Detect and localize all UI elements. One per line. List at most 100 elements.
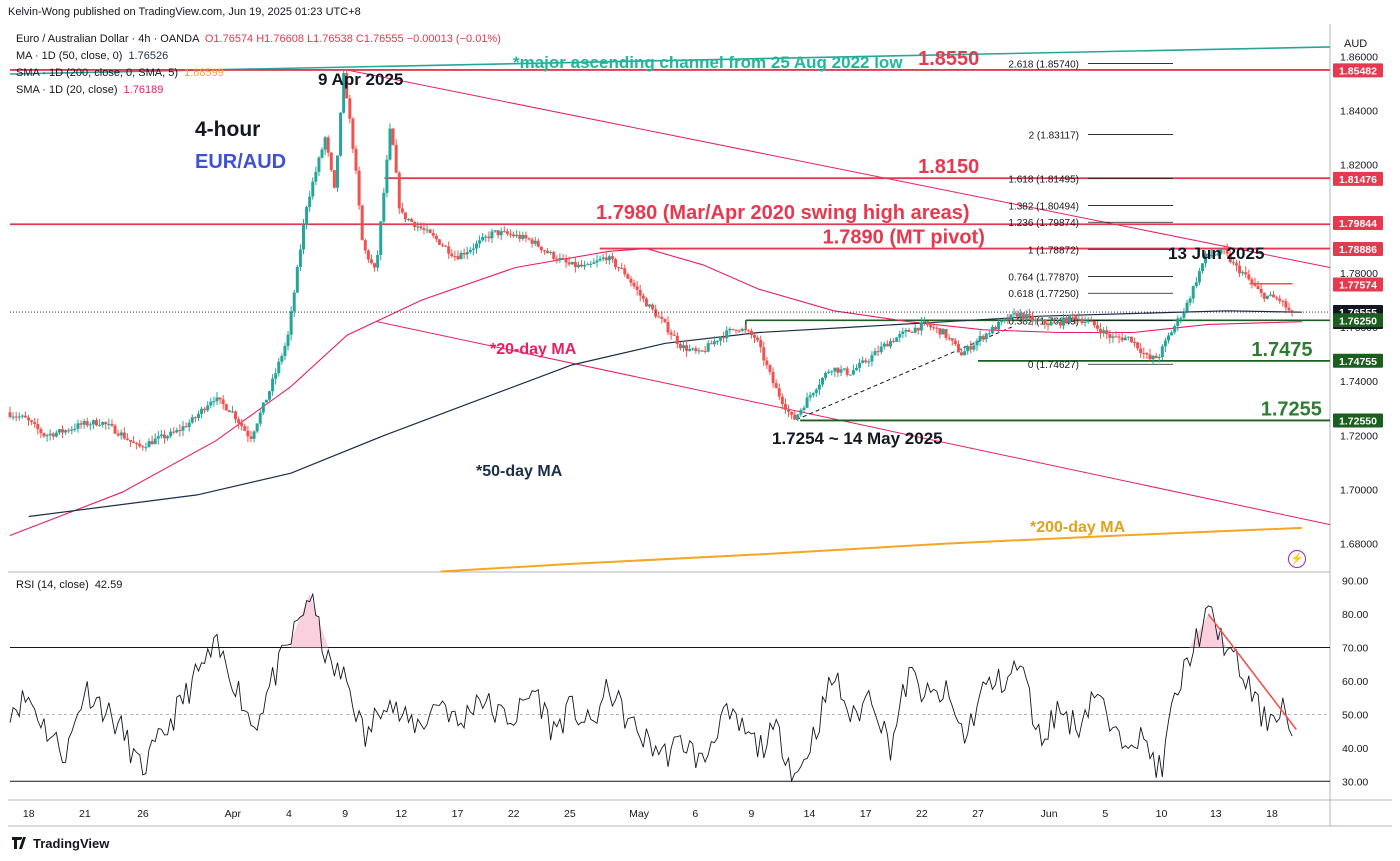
ma-line-1 [28, 310, 1302, 518]
candle-body [610, 256, 614, 260]
candle-body [722, 337, 726, 339]
legend-rsi-label: RSI (14, close) [16, 579, 89, 591]
candle-body [206, 405, 210, 411]
candle-body [82, 421, 86, 425]
candle-body [107, 423, 111, 425]
candle-body [243, 426, 247, 431]
legend-rsi[interactable]: RSI (14, close) 42.59 [16, 579, 122, 591]
candle-body [1027, 314, 1031, 316]
price-axis[interactable]: 1.680001.700001.720001.740001.760001.780… [23, 51, 1383, 820]
candle-body [283, 346, 287, 357]
publisher-line: Kelvin-Wong published on TradingView.com… [8, 6, 361, 18]
candle-body [1176, 318, 1180, 326]
candle-body [394, 144, 398, 173]
candle-body [385, 159, 389, 193]
candle-body [122, 432, 126, 439]
candle-body [138, 443, 142, 447]
candle-body [1179, 317, 1183, 319]
candle-body [623, 268, 627, 275]
candle-body [592, 262, 596, 264]
candle-body [425, 229, 429, 231]
candle-body [1148, 354, 1152, 360]
legend-symbol: Euro / Australian Dollar · 4h · OANDA O1… [16, 33, 501, 45]
candle-body [836, 367, 840, 373]
candle-body [36, 423, 40, 430]
level-label: 1.7475 [1251, 339, 1312, 361]
candle-body [1015, 313, 1019, 317]
candle-body [549, 252, 553, 254]
candle-body [907, 330, 911, 332]
rsi-y-tick-label: 30.00 [1342, 776, 1368, 788]
candle-body [1154, 355, 1158, 359]
candle-body [465, 252, 469, 255]
annotation-text: 4-hour [195, 118, 260, 141]
candle-body [882, 343, 886, 347]
candle-body [1231, 262, 1235, 264]
candle-body [317, 157, 321, 172]
candle-body [759, 340, 763, 348]
x-tick-label: 6 [692, 808, 698, 820]
candle-body [1290, 310, 1294, 312]
candle-body [453, 256, 457, 258]
fib-label: 2.618 (1.85740) [1008, 59, 1079, 70]
candle-body [725, 330, 729, 339]
candle-body [200, 408, 204, 414]
rsi-y-tick-label: 80.00 [1342, 609, 1368, 621]
legend-sma20[interactable]: SMA · 1D (20, close) 1.76189 [16, 84, 163, 96]
candle-body [672, 334, 676, 336]
candle-body [468, 249, 472, 253]
candle-body [580, 264, 584, 267]
fib-label: 1.236 (1.79874) [1008, 218, 1079, 229]
candles[interactable] [8, 68, 1331, 452]
fib-label: 0.764 (1.77870) [1008, 272, 1079, 283]
tradingview-logo[interactable]: TradingView [12, 836, 109, 851]
candle-body [258, 412, 262, 424]
x-tick-label: 4 [286, 808, 292, 820]
candle-body [1160, 346, 1164, 358]
flash-icon[interactable]: ⚡ [1288, 550, 1306, 568]
candle-body [901, 331, 905, 334]
candle-body [935, 327, 939, 329]
x-tick-label: 13 [1210, 808, 1222, 820]
candle-body [187, 422, 191, 428]
candle-body [765, 360, 769, 366]
candle-body [1197, 271, 1201, 283]
legend-ma50-value: 1.76526 [128, 50, 169, 62]
x-tick-label: Jun [1041, 808, 1058, 820]
candle-body [1142, 352, 1146, 354]
candle-body [363, 240, 367, 251]
x-tick-label: 27 [972, 808, 984, 820]
legend-sma200[interactable]: SMA · 1D (200, close, 0, SMA, 5) 1.68599 [16, 67, 224, 79]
price-tag-label: 1.77574 [1339, 279, 1377, 291]
candle-body [1259, 288, 1263, 293]
candle-body [1228, 253, 1232, 263]
tradingview-brand: TradingView [33, 836, 110, 851]
candle-body [1012, 313, 1016, 315]
candle-body [410, 219, 414, 222]
candle-body [403, 212, 407, 220]
candle-body [573, 261, 577, 268]
candle-body [1061, 317, 1065, 326]
rsi-y-tick-label: 50.00 [1342, 709, 1368, 721]
candle-body [589, 263, 593, 265]
candle-body [1145, 353, 1149, 355]
legend-ma50[interactable]: MA · 1D (50, close, 0) 1.76526 [16, 50, 168, 62]
candle-body [505, 231, 509, 234]
candle-body [960, 352, 964, 356]
candle-body [277, 361, 281, 374]
candle-body [339, 112, 343, 156]
price-tag-label: 1.85482 [1339, 65, 1377, 77]
candle-body [660, 316, 664, 319]
price-tag-label: 1.76250 [1339, 315, 1377, 327]
candle-body [922, 321, 926, 323]
candle-body [888, 341, 892, 347]
candle-body [938, 328, 942, 335]
price-tag [1333, 313, 1383, 328]
candle-body [1086, 320, 1090, 322]
candle-body [23, 415, 27, 418]
x-tick-label: 22 [916, 808, 928, 820]
candle-body [1151, 355, 1155, 360]
rsi-line [9, 592, 1293, 783]
candle-body [447, 246, 451, 254]
